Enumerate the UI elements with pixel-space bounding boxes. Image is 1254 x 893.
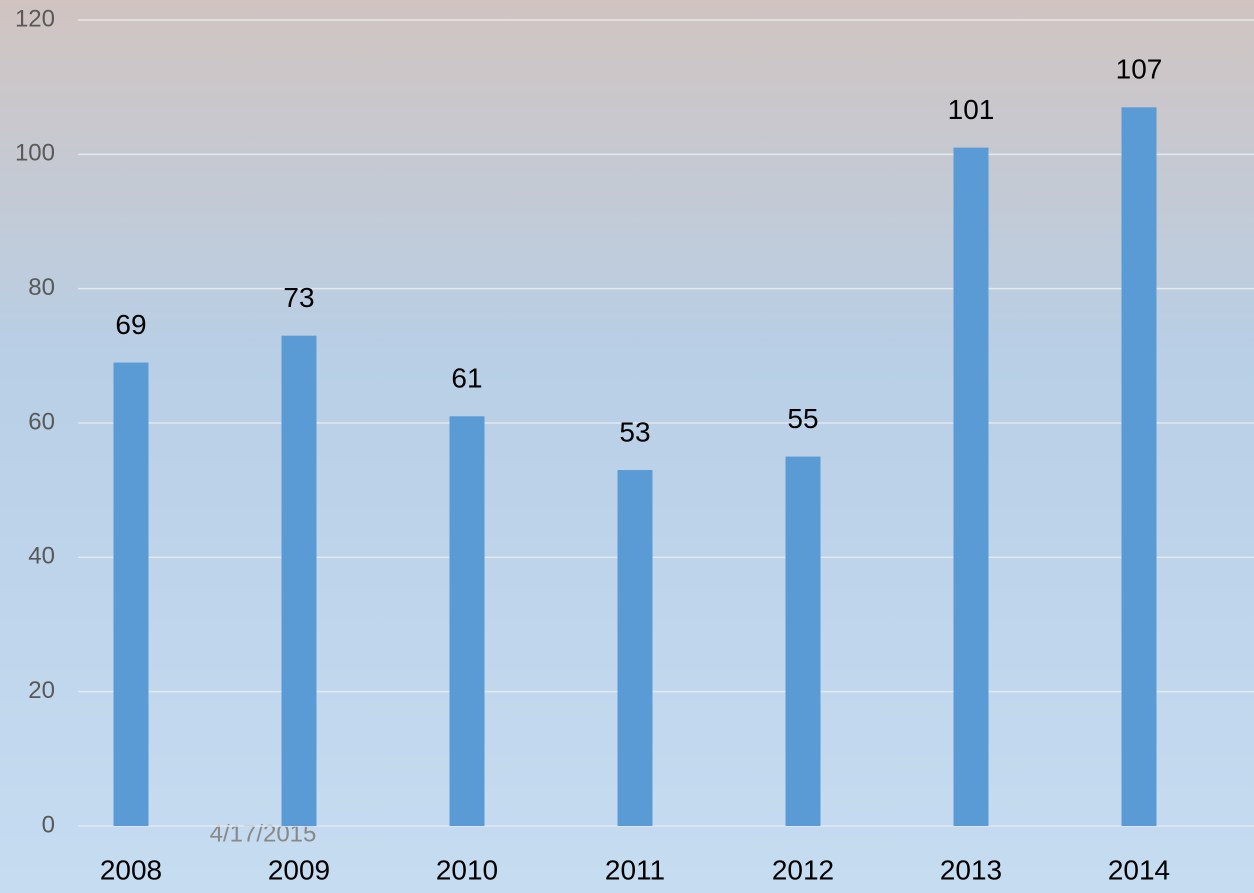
y-tick-label: 20 xyxy=(28,677,55,704)
x-tick-label: 2013 xyxy=(940,854,1002,885)
data-label: 69 xyxy=(115,309,146,340)
data-label: 101 xyxy=(948,94,995,125)
x-tick-label: 2008 xyxy=(100,854,162,885)
data-label: 55 xyxy=(787,403,818,434)
y-tick-label: 100 xyxy=(15,140,55,167)
x-tick-label: 2009 xyxy=(268,854,330,885)
bar xyxy=(281,335,317,826)
x-tick-label: 2012 xyxy=(772,854,834,885)
bar xyxy=(113,362,149,826)
data-label: 61 xyxy=(451,363,482,394)
x-tick-label: 2011 xyxy=(605,854,665,885)
bar xyxy=(1121,107,1157,827)
data-label: 73 xyxy=(283,282,314,313)
bar xyxy=(785,456,821,826)
bar xyxy=(617,470,653,826)
y-tick-label: 80 xyxy=(28,274,55,301)
y-tick-label: 60 xyxy=(28,408,55,435)
bar xyxy=(953,147,989,826)
y-tick-label: 120 xyxy=(15,5,55,32)
data-label: 107 xyxy=(1116,54,1163,85)
y-tick-label: 40 xyxy=(28,543,55,570)
x-tick-label: 2014 xyxy=(1108,854,1170,885)
data-label: 53 xyxy=(619,416,650,447)
y-tick-label: 0 xyxy=(42,811,55,838)
x-tick-label: 2010 xyxy=(436,854,498,885)
bar xyxy=(449,416,485,826)
